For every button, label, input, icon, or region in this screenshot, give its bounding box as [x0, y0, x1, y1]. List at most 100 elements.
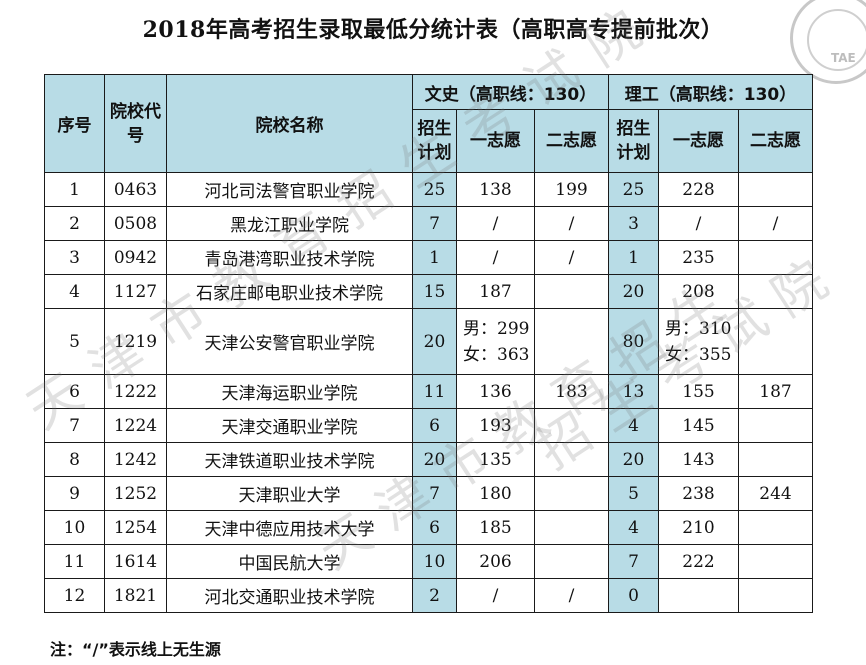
cell-code: 1821 [104, 578, 167, 613]
cell-ligong-first: 235 [658, 240, 739, 275]
table-row: 2 0508 黑龙江职业学院 7 / / 3 / / [44, 206, 813, 241]
cell-ligong-first: 238 [658, 476, 739, 511]
logo-text: TAE [831, 51, 856, 65]
female-score: 女：355 [665, 344, 732, 365]
header-wenshi-first: 一志愿 [456, 109, 535, 173]
cell-code: 1242 [104, 442, 167, 477]
cell-ligong-plan: 7 [608, 544, 659, 579]
page-title: 2018年高考招生录取最低分统计表（高职高专提前批次） [142, 17, 724, 43]
cell-ligong-first: 208 [658, 274, 739, 309]
cell-seq: 12 [44, 578, 105, 613]
cell-ligong-plan: 20 [608, 442, 659, 477]
header-ligong: 理工（高职线：130） [608, 74, 813, 110]
cell-wenshi-plan: 25 [412, 172, 457, 207]
cell-wenshi-second [534, 274, 609, 309]
cell-wenshi-second: / [534, 206, 609, 241]
cell-code: 1614 [104, 544, 167, 579]
cell-wenshi-plan: 20 [412, 308, 457, 375]
cell-seq: 2 [44, 206, 105, 241]
table-row: 3 0942 青岛港湾职业技术学院 1 / / 1 235 [44, 240, 813, 275]
header-seq: 序号 [44, 74, 105, 173]
cell-wenshi-first: 男：299 女：363 [456, 308, 535, 375]
cell-wenshi-first: / [456, 578, 535, 613]
table-row: 11 1614 中国民航大学 10 206 7 222 [44, 544, 813, 579]
cell-wenshi-second: 183 [534, 374, 609, 409]
cell-ligong-first: 222 [658, 544, 739, 579]
male-score: 男：310 [665, 318, 732, 339]
cell-seq: 7 [44, 408, 105, 443]
cell-seq: 8 [44, 442, 105, 477]
cell-ligong-second [738, 240, 813, 275]
header-wenshi-second: 二志愿 [534, 109, 609, 173]
cell-code: 1127 [104, 274, 167, 309]
cell-wenshi-second [534, 510, 609, 545]
cell-name: 天津职业大学 [166, 476, 413, 511]
cell-wenshi-plan: 6 [412, 408, 457, 443]
cell-code: 0942 [104, 240, 167, 275]
cell-ligong-second: / [738, 206, 813, 241]
cell-ligong-second [738, 544, 813, 579]
cell-wenshi-first: / [456, 240, 535, 275]
cell-wenshi-plan: 15 [412, 274, 457, 309]
cell-name: 天津公安警官职业学院 [166, 308, 413, 375]
table-row: 7 1224 天津交通职业学院 6 193 4 145 [44, 408, 813, 443]
cell-seq: 6 [44, 374, 105, 409]
cell-ligong-first: / [658, 206, 739, 241]
cell-wenshi-first: 187 [456, 274, 535, 309]
header-ligong-first: 一志愿 [658, 109, 739, 173]
cell-name: 黑龙江职业学院 [166, 206, 413, 241]
cell-ligong-plan: 13 [608, 374, 659, 409]
table-row: 8 1242 天津铁道职业技术学院 20 135 20 143 [44, 442, 813, 477]
cell-ligong-second: 244 [738, 476, 813, 511]
admission-score-table: 序号 院校代号 院校名称 文史（高职线：130） 理工（高职线：130） 招生计… [44, 74, 813, 613]
header-code: 院校代号 [104, 74, 167, 173]
cell-wenshi-plan: 6 [412, 510, 457, 545]
cell-ligong-plan: 25 [608, 172, 659, 207]
cell-ligong-plan: 4 [608, 510, 659, 545]
cell-wenshi-first: 206 [456, 544, 535, 579]
cell-name: 天津中德应用技术大学 [166, 510, 413, 545]
cell-ligong-second [738, 510, 813, 545]
cell-wenshi-plan: 2 [412, 578, 457, 613]
cell-wenshi-first: 193 [456, 408, 535, 443]
header-ligong-second: 二志愿 [738, 109, 813, 173]
cell-seq: 11 [44, 544, 105, 579]
cell-wenshi-second: 199 [534, 172, 609, 207]
header-wenshi: 文史（高职线：130） [412, 74, 609, 110]
cell-wenshi-first: 136 [456, 374, 535, 409]
cell-code: 0508 [104, 206, 167, 241]
table-row: 12 1821 河北交通职业技术学院 2 / / 0 [44, 578, 813, 613]
header-ligong-plan: 招生计划 [608, 109, 659, 173]
cell-seq: 3 [44, 240, 105, 275]
cell-ligong-second [738, 274, 813, 309]
female-score: 女：363 [463, 344, 530, 365]
cell-ligong-plan: 3 [608, 206, 659, 241]
cell-seq: 1 [44, 172, 105, 207]
cell-wenshi-second: / [534, 578, 609, 613]
cell-ligong-second [738, 308, 813, 375]
cell-name: 河北司法警官职业学院 [166, 172, 413, 207]
cell-name: 天津铁道职业技术学院 [166, 442, 413, 477]
header-name: 院校名称 [166, 74, 413, 173]
cell-ligong-plan: 80 [608, 308, 659, 375]
cell-ligong-second: 187 [738, 374, 813, 409]
cell-seq: 5 [44, 308, 105, 375]
cell-ligong-first: 143 [658, 442, 739, 477]
cell-ligong-plan: 1 [608, 240, 659, 275]
table-row: 9 1252 天津职业大学 7 180 5 238 244 [44, 476, 813, 511]
footnote: 注：“/”表示线上无生源 [50, 640, 221, 659]
cell-code: 1252 [104, 476, 167, 511]
table-row: 4 1127 石家庄邮电职业技术学院 15 187 20 208 [44, 274, 813, 309]
cell-ligong-plan: 5 [608, 476, 659, 511]
cell-wenshi-plan: 7 [412, 476, 457, 511]
cell-ligong-first: 228 [658, 172, 739, 207]
cell-name: 中国民航大学 [166, 544, 413, 579]
header-wenshi-plan: 招生计划 [412, 109, 457, 173]
cell-wenshi-first: 138 [456, 172, 535, 207]
cell-code: 1254 [104, 510, 167, 545]
cell-ligong-second [738, 408, 813, 443]
cell-ligong-second [738, 578, 813, 613]
cell-wenshi-plan: 20 [412, 442, 457, 477]
cell-ligong-first: 男：310 女：355 [658, 308, 739, 375]
logo-inner-ring [807, 9, 866, 71]
